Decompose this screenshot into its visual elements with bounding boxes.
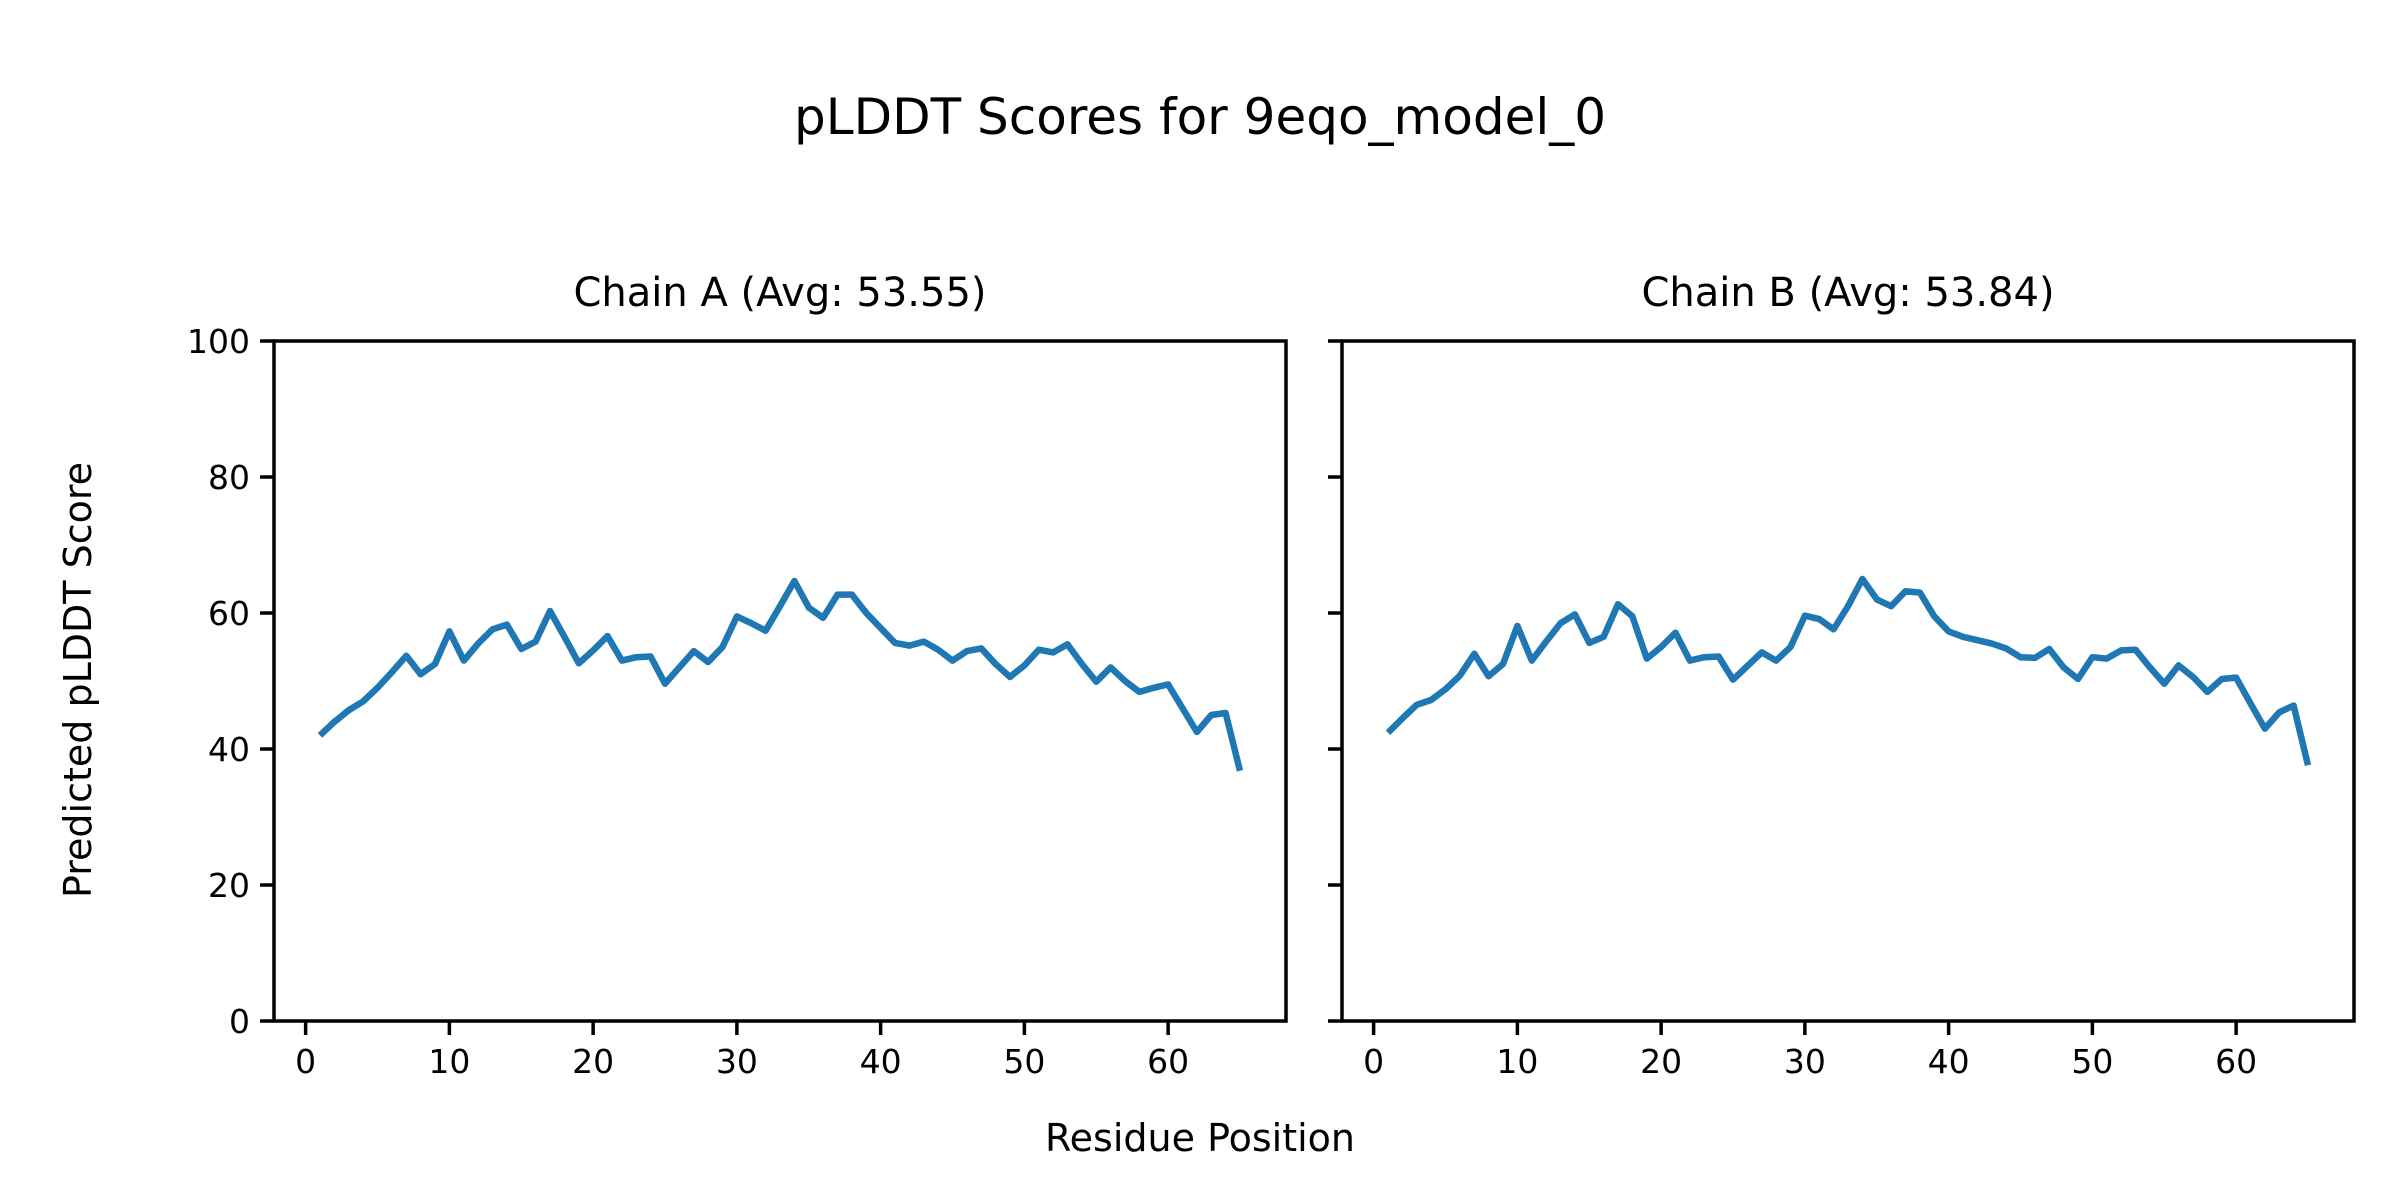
x-tick-label: 40	[860, 1042, 902, 1081]
x-tick-label: 50	[1003, 1042, 1045, 1081]
plddt-line-chain-a	[317, 577, 1244, 772]
x-tick-label: 0	[1363, 1042, 1384, 1081]
x-tick-label: 60	[2215, 1042, 2257, 1081]
x-tick-label: 10	[428, 1042, 470, 1081]
axes-chain-b: 0 10 20 30 40 50 60	[1328, 339, 2356, 1081]
chain-b-title: Chain B (Avg: 53.84)	[1641, 270, 2055, 316]
y-tick-label: 100	[187, 322, 250, 361]
x-tick-label: 50	[2071, 1042, 2113, 1081]
plddt-line-chain-b	[1385, 575, 2312, 767]
y-tick-label: 20	[208, 866, 250, 905]
axes-box	[272, 339, 1288, 1023]
axes-box	[1340, 339, 2356, 1023]
x-tick-label: 20	[1640, 1042, 1682, 1081]
x-tick-label: 10	[1496, 1042, 1538, 1081]
x-tick-label: 40	[1928, 1042, 1970, 1081]
axes-chain-a: 0 10 20 30 40 50 60 0 20 40 60 80 100	[187, 322, 1288, 1081]
x-tick-label: 0	[295, 1042, 316, 1081]
x-axis-label: Residue Position	[1044, 1116, 1356, 1160]
chain-a-title: Chain A (Avg: 53.55)	[573, 270, 987, 316]
x-tick-label: 60	[1147, 1042, 1189, 1081]
y-tick-label: 0	[229, 1002, 250, 1041]
y-tick-label: 60	[208, 594, 250, 633]
x-tick-label: 20	[572, 1042, 614, 1081]
x-tick-label: 30	[1784, 1042, 1826, 1081]
x-tick-label: 30	[716, 1042, 758, 1081]
figure-title: pLDDT Scores for 9eqo_model_0	[793, 88, 1607, 146]
y-tick-label: 40	[208, 730, 250, 769]
y-tick-label: 80	[208, 458, 250, 497]
